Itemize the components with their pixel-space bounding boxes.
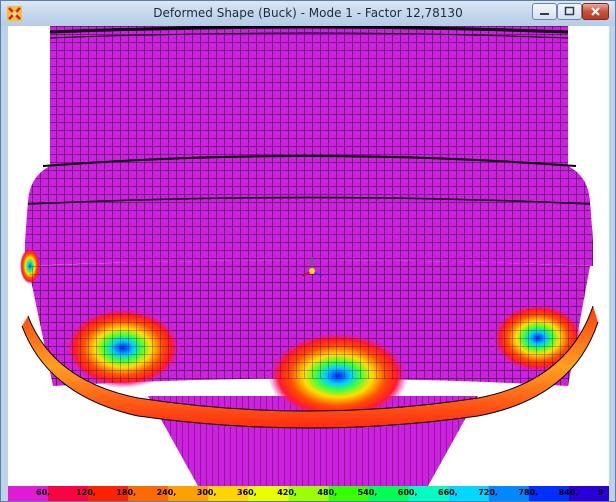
legend-color-swatch xyxy=(168,486,209,501)
legend-label: 120, xyxy=(76,488,96,497)
legend-color-swatch xyxy=(448,486,490,501)
legend-label: 660, xyxy=(438,488,458,497)
legend-color-swatch xyxy=(8,486,49,501)
legend-label: 420, xyxy=(277,488,297,497)
legend-label: 600, xyxy=(397,488,418,497)
legend-color-swatch xyxy=(128,486,169,501)
legend-label: 480, xyxy=(317,488,338,497)
legend-color-swatch xyxy=(488,486,530,501)
maximize-button[interactable] xyxy=(557,3,582,20)
app-icon[interactable] xyxy=(7,6,22,21)
legend-color-swatch xyxy=(568,486,609,501)
legend-color-swatch xyxy=(328,486,370,501)
legend-color-swatch xyxy=(368,486,410,501)
legend-color-swatch xyxy=(528,486,570,501)
legend-label: 9 xyxy=(598,488,604,497)
legend-label: 60, xyxy=(36,488,51,497)
deformed-model-render[interactable] xyxy=(8,26,609,486)
maximize-icon xyxy=(564,6,575,16)
close-button[interactable] xyxy=(582,3,609,20)
title-bar[interactable]: Deformed Shape (Buck) - Mode 1 - Factor … xyxy=(1,1,615,26)
coordinate-triad-icon xyxy=(301,257,323,277)
minimize-button[interactable] xyxy=(532,3,557,20)
legend-color-swatch xyxy=(408,486,450,501)
legend-label: 240, xyxy=(156,488,177,497)
legend-label: 720, xyxy=(478,488,498,497)
model-viewport[interactable] xyxy=(8,26,609,486)
legend-color-swatch xyxy=(248,486,289,501)
minimize-icon xyxy=(540,13,549,15)
legend-color-swatch xyxy=(88,486,129,501)
legend-color-swatch xyxy=(208,486,249,501)
legend-label: 840, xyxy=(558,488,579,497)
legend-label: 180, xyxy=(116,488,137,497)
legend-label: 300, xyxy=(196,488,217,497)
window-title: Deformed Shape (Buck) - Mode 1 - Factor … xyxy=(153,6,463,20)
legend-color-swatch xyxy=(288,486,330,501)
contour-legend: 60, 120, 180, 240, 300, 360, 420, 480, 540, 600, 6… xyxy=(8,486,609,501)
legend-label: 540, xyxy=(357,488,378,497)
legend-color-swatch xyxy=(48,486,89,501)
legend-color-band xyxy=(8,486,609,501)
legend-label: 780, xyxy=(518,488,539,497)
close-icon xyxy=(591,7,600,16)
legend-label: 360, xyxy=(237,488,257,497)
